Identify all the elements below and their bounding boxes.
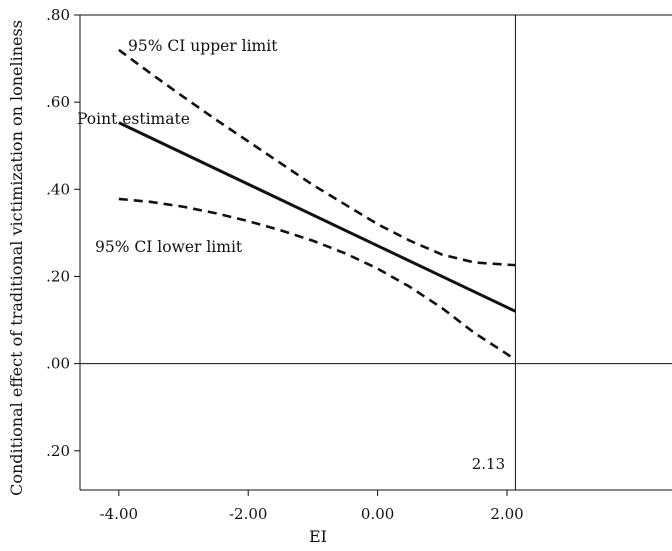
- reference-lines: [80, 15, 672, 490]
- y-axis-title: Conditional effect of traditional victim…: [7, 20, 26, 496]
- y-axis: .80 .60 .40 .20 .00 .20: [46, 6, 80, 460]
- x-tick-label: 2.00: [490, 505, 523, 523]
- y-tick-label: .20: [46, 267, 70, 285]
- reference-value-label: 2.13: [472, 455, 505, 473]
- annotations: 95% CI upper limit Point estimate 95% CI l…: [77, 37, 505, 473]
- x-axis-title: EI: [309, 527, 327, 546]
- x-tick-label: -2.00: [229, 505, 267, 523]
- series-layer: [118, 48, 517, 362]
- plot-frame: [79, 14, 672, 491]
- y-tick-label: .40: [46, 180, 70, 198]
- y-tick-label: .00: [46, 355, 70, 373]
- series-label: 95% CI upper limit: [128, 37, 278, 55]
- x-axis: -4.00 -2.00 0.00 2.00: [100, 490, 524, 523]
- x-tick-label: 0.00: [361, 505, 394, 523]
- y-tick-label: .20: [46, 442, 70, 460]
- series-label: Point estimate: [77, 110, 190, 128]
- series-line-95-ci-lower-limit: [118, 197, 517, 362]
- x-tick-label: -4.00: [100, 505, 138, 523]
- y-tick-label: .80: [46, 6, 70, 24]
- series-line-point-estimate: [118, 121, 517, 313]
- y-tick-label: .60: [46, 93, 70, 111]
- series-line-95-ci-upper-limit: [118, 48, 516, 267]
- series-label: 95% CI lower limit: [95, 238, 243, 256]
